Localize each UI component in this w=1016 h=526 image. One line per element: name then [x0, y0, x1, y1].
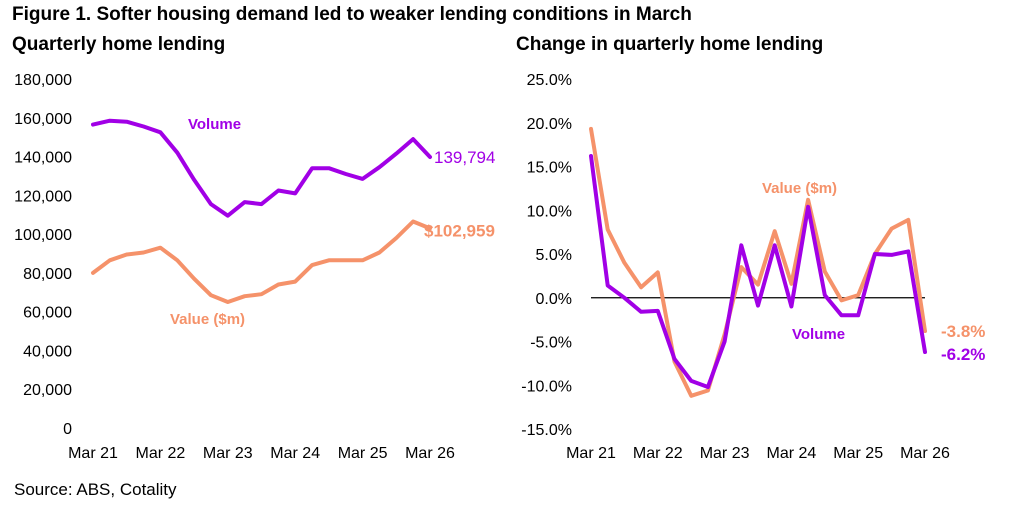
figure-title: Figure 1. Softer housing demand led to w… — [12, 4, 692, 25]
right-end-label-volume: -6.2% — [941, 345, 985, 364]
right-series-label-volume: Volume — [792, 326, 845, 343]
left-y-tick-label: 120,000 — [14, 188, 72, 205]
left-chart-title: Quarterly home lending — [12, 34, 226, 55]
left-y-tick-label: 60,000 — [23, 305, 72, 322]
left-y-tick-label: 140,000 — [14, 150, 72, 167]
right-x-tick-label: Mar 21 — [566, 445, 616, 462]
right-y-tick-label: 15.0% — [527, 160, 572, 177]
left-series-label-value: Value ($m) — [170, 311, 245, 328]
right-y-tick-label: 0.0% — [536, 291, 572, 308]
right-series-line-value — [589, 126, 927, 398]
left-series-line-volume — [91, 118, 432, 218]
right-x-tick-label: Mar 24 — [767, 445, 817, 462]
left-y-tick-label: 160,000 — [14, 111, 72, 128]
left-end-label-value: $102,959 — [424, 221, 495, 240]
right-y-tick-label: -10.0% — [521, 378, 572, 395]
right-series-line-volume — [589, 154, 927, 389]
left-y-tick-label: 40,000 — [23, 343, 72, 360]
right-end-label-value: -3.8% — [941, 322, 985, 341]
source-note: Source: ABS, Cotality — [14, 480, 177, 499]
left-x-tick-label: Mar 25 — [338, 445, 388, 462]
right-y-tick-label: 20.0% — [527, 116, 572, 133]
right-y-tick-label: 5.0% — [536, 247, 572, 264]
left-x-tick-label: Mar 21 — [68, 445, 118, 462]
left-y-tick-label: 100,000 — [14, 227, 72, 244]
right-y-tick-label: 10.0% — [527, 203, 572, 220]
left-series-label-volume: Volume — [188, 116, 241, 133]
right-x-tick-label: Mar 23 — [700, 445, 750, 462]
right-y-tick-label: -5.0% — [530, 335, 572, 352]
right-series-label-value: Value ($m) — [762, 180, 837, 197]
left-y-tick-label: 180,000 — [14, 72, 72, 89]
left-x-tick-label: Mar 23 — [203, 445, 253, 462]
right-x-tick-label: Mar 26 — [900, 445, 950, 462]
left-y-tick-label: 20,000 — [23, 382, 72, 399]
left-end-label-volume: 139,794 — [434, 148, 495, 167]
left-y-tick-label: 0 — [63, 421, 72, 438]
right-x-tick-label: Mar 22 — [633, 445, 683, 462]
left-series-line-value — [91, 219, 432, 304]
right-x-tick-label: Mar 25 — [833, 445, 883, 462]
right-chart-title: Change in quarterly home lending — [516, 34, 824, 55]
left-y-tick-label: 80,000 — [23, 266, 72, 283]
left-x-tick-label: Mar 22 — [136, 445, 186, 462]
left-x-tick-label: Mar 24 — [270, 445, 320, 462]
right-y-tick-label: -15.0% — [521, 422, 572, 439]
left-x-tick-label: Mar 26 — [405, 445, 455, 462]
right-y-tick-label: 25.0% — [527, 72, 572, 89]
